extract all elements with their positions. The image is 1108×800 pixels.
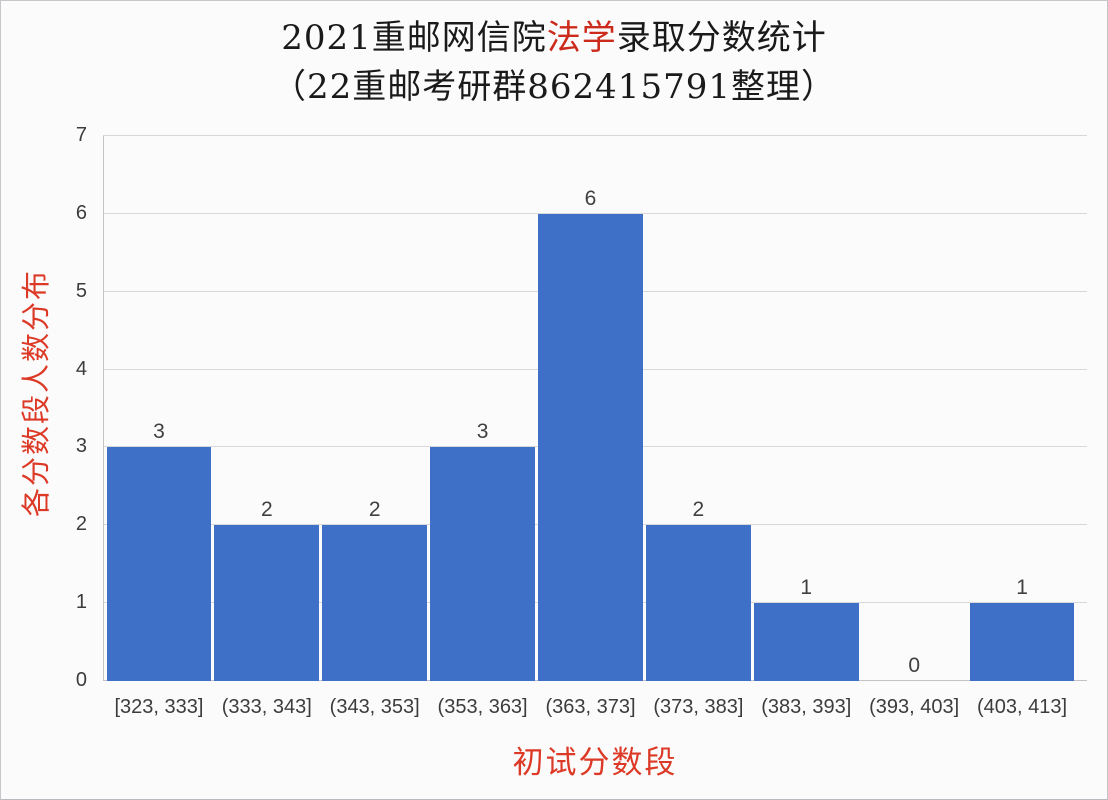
gridline — [103, 135, 1087, 136]
bar — [969, 603, 1075, 681]
bar-value-label: 6 — [584, 186, 597, 210]
bar-value-label: 3 — [476, 420, 489, 444]
chart-subtitle: （22重邮考研群862415791整理） — [272, 67, 836, 107]
title-prefix: 2021重邮网信院 — [281, 18, 547, 58]
bar-value-label: 1 — [1016, 576, 1028, 600]
x-tick-label: (383, 393] — [761, 696, 852, 718]
bar — [753, 603, 859, 681]
bar — [106, 447, 212, 681]
bar-value-label: 3 — [153, 420, 165, 444]
y-tick-label: 3 — [75, 435, 87, 458]
bar — [645, 525, 751, 681]
y-axis-line — [103, 136, 104, 681]
x-axis-title: 初试分数段 — [512, 745, 678, 780]
y-tick-label: 5 — [75, 279, 87, 302]
x-tick-label: [323, 333] — [114, 696, 204, 718]
bar — [430, 447, 536, 681]
bar — [538, 213, 643, 681]
x-tick-label: (393, 403] — [869, 696, 960, 718]
x-tick-label: (363, 373] — [545, 696, 636, 718]
x-tick-label: (343, 353] — [329, 696, 420, 718]
x-tick-label: (353, 363] — [437, 696, 528, 718]
x-tick-label: (373, 383] — [653, 696, 744, 718]
y-axis-title: 各分数段人数分布 — [21, 268, 53, 518]
y-tick-label: 1 — [75, 591, 87, 614]
bar-value-label: 2 — [260, 498, 273, 522]
bar-value-label: 1 — [800, 576, 813, 600]
title-suffix: 录取分数统计 — [616, 18, 827, 58]
title-highlight: 法学 — [546, 18, 617, 58]
y-tick-label: 2 — [75, 513, 87, 536]
chart-title-block: 2021重邮网信院法学录取分数统计 （22重邮考研群862415791整理） — [1, 14, 1107, 112]
y-tick-label: 7 — [75, 124, 87, 146]
x-tick-label: (403, 413] — [977, 696, 1068, 718]
gridline — [103, 212, 1087, 214]
y-tick-label: 0 — [75, 669, 87, 691]
bar — [214, 525, 320, 681]
x-tick-label: (333, 343] — [221, 696, 312, 718]
bar — [322, 525, 428, 681]
chart-title-line1: 2021重邮网信院法学录取分数统计 — [1, 14, 1107, 63]
bar-value-label: 0 — [908, 654, 920, 677]
y-tick-label: 6 — [75, 201, 87, 224]
bar-value-label: 2 — [692, 498, 705, 522]
y-tick-label: 4 — [75, 357, 87, 380]
bar-value-label: 2 — [368, 498, 381, 522]
